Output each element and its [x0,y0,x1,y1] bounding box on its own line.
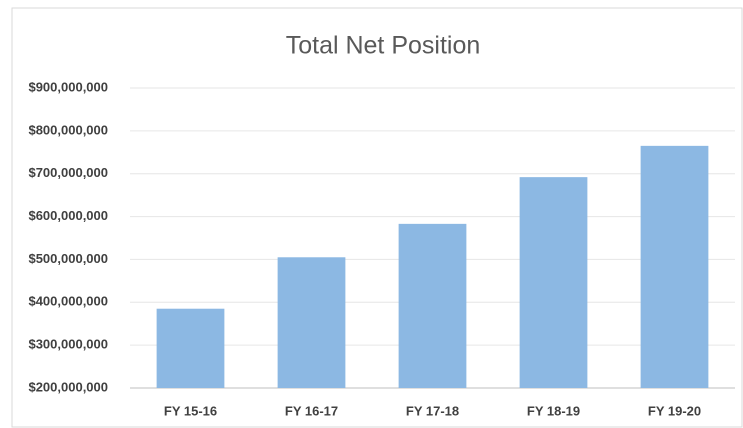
x-tick-label: FY 16-17 [285,403,338,418]
bar [156,308,225,388]
y-tick-label: $300,000,000 [28,337,108,352]
bar [640,145,709,388]
x-tick-label: FY 18-19 [527,403,580,418]
y-tick-label: $500,000,000 [28,251,108,266]
y-tick-label: $600,000,000 [28,208,108,223]
y-tick-label: $900,000,000 [28,79,108,94]
y-tick-label: $800,000,000 [28,122,108,137]
bar [519,177,588,388]
x-tick-label: FY 19-20 [648,403,701,418]
bar [277,257,346,388]
bar [398,223,467,388]
chart-frame [11,7,743,428]
y-tick-label: $200,000,000 [28,379,108,394]
chart-title: Total Net Position [286,32,481,60]
x-tick-label: FY 15-16 [164,403,217,418]
y-tick-label: $700,000,000 [28,165,108,180]
y-tick-label: $400,000,000 [28,294,108,309]
x-tick-label: FY 17-18 [406,403,459,418]
